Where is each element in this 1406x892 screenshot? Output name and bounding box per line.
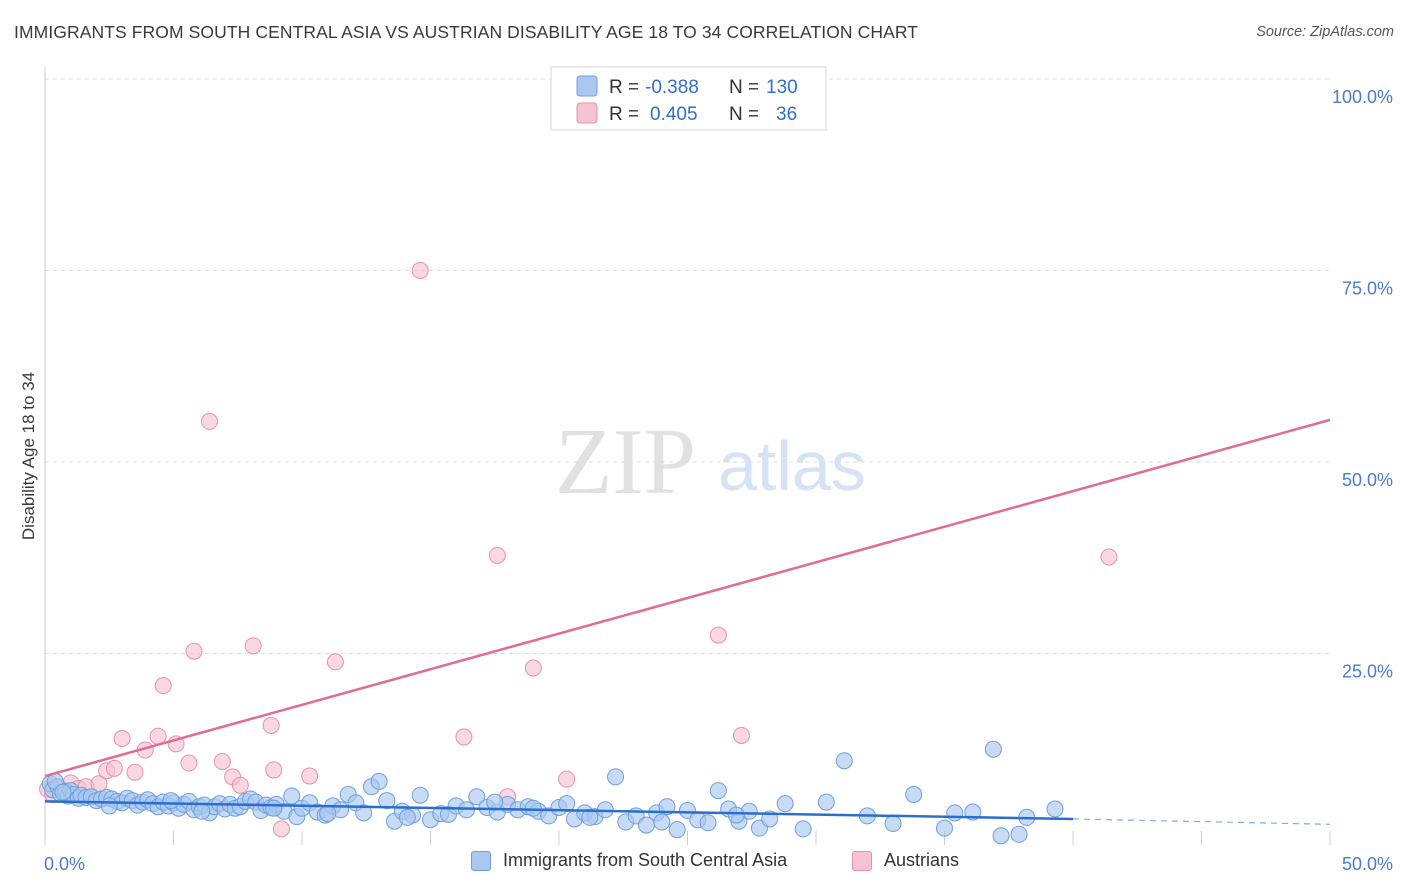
austrians-point	[265, 761, 283, 779]
austrians-point	[301, 767, 319, 785]
y-tick-label-1: 50.0%	[1342, 470, 1393, 490]
source-credit: Source: ZipAtlas.com	[1256, 24, 1394, 40]
chart-title: IMMIGRANTS FROM SOUTH CENTRAL ASIA VS AU…	[14, 22, 919, 42]
south-central-asia-point	[776, 795, 794, 813]
south-central-asia-point	[992, 827, 1010, 845]
south-central-asia-trend-extension	[1072, 818, 1331, 825]
south-central-asia-point	[283, 787, 301, 805]
correlation-legend: R = -0.388 N = 130 R = 0.405 N = 36	[550, 66, 827, 131]
y-tick-label-2: 75.0%	[1342, 279, 1393, 299]
south-central-asia-point	[370, 772, 388, 790]
austrians-point	[154, 677, 172, 695]
austrians-point	[113, 730, 131, 748]
austrians-point	[105, 759, 123, 777]
austrians-point	[213, 753, 231, 771]
south-central-asia-point	[817, 793, 835, 811]
south-central-asia-point	[100, 797, 118, 815]
trend-lines	[44, 418, 1331, 825]
austrians-point	[272, 820, 290, 838]
south-central-asia-point	[727, 806, 745, 824]
austrians-point	[455, 728, 473, 746]
south-central-asia-point	[699, 814, 717, 832]
legend-r-value-1: -0.388	[645, 77, 699, 98]
axes	[44, 67, 1331, 845]
watermark-atlas: atlas	[718, 427, 866, 505]
austrians-point	[149, 727, 167, 745]
south-central-asia-point	[1010, 825, 1028, 843]
legend-n-label-2: N =	[729, 104, 759, 125]
austrians-points	[39, 262, 1118, 838]
bottom-legend-item-south-central-asia[interactable]: Immigrants from South Central Asia	[471, 850, 787, 871]
south-central-asia-point	[607, 768, 625, 786]
south-central-asia-point	[794, 820, 812, 838]
south-central-asia-point	[193, 802, 211, 820]
south-central-asia-point	[355, 804, 373, 822]
south-central-asia-point	[653, 813, 671, 831]
austrians-point	[180, 754, 198, 772]
tick-labels: 25.0% 50.0% 75.0% 100.0% 0.0% 50.0%	[44, 87, 1393, 874]
legend-swatch-pink	[576, 102, 598, 124]
south-central-asia-point	[265, 799, 283, 817]
bottom-legend-label-austrians: Austrians	[884, 850, 960, 870]
south-central-asia-point	[524, 799, 542, 817]
austrians-trend-line	[44, 418, 1331, 778]
south-central-asia-point	[936, 819, 953, 837]
legend-n-label-1: N =	[729, 77, 759, 98]
legend-swatch-blue	[576, 75, 598, 97]
south-central-asia-points	[41, 740, 1064, 845]
south-central-asia-point	[1046, 800, 1064, 818]
south-central-asia-point	[581, 808, 599, 826]
legend-r-value-2: 0.405	[650, 104, 698, 125]
bottom-legend-item-austrians[interactable]: Austrians	[852, 850, 959, 871]
south-central-asia-point	[398, 808, 416, 826]
x-tick-label-min: 0.0%	[44, 854, 85, 874]
south-central-asia-point	[378, 792, 396, 810]
y-tick-label-3: 100.0%	[1332, 87, 1393, 107]
south-central-asia-point	[884, 815, 902, 833]
bottom-legend-label-south-central-asia: Immigrants from South Central Asia	[503, 850, 788, 870]
austrians-point	[558, 770, 576, 788]
austrians-point	[126, 763, 144, 781]
legend-n-value-2: 36	[776, 104, 797, 125]
legend-r-label-2: R =	[609, 104, 639, 125]
austrians-point	[244, 637, 262, 655]
legend-n-value-1: 130	[766, 77, 798, 98]
y-axis-title: Disability Age 18 to 34	[19, 372, 38, 540]
south-central-asia-point	[668, 821, 686, 839]
austrians-point	[709, 626, 727, 644]
gridlines	[45, 78, 1330, 654]
austrians-point	[262, 717, 280, 735]
south-central-asia-point	[468, 788, 486, 806]
austrians-point	[200, 412, 218, 430]
south-central-asia-point	[558, 795, 576, 813]
austrians-point	[231, 776, 249, 794]
y-tick-label-0: 25.0%	[1342, 662, 1393, 682]
south-central-asia-point	[319, 805, 337, 823]
austrians-point	[326, 653, 344, 671]
south-central-asia-point	[162, 792, 180, 810]
bottom-legend: Immigrants from South Central Asia Austr…	[0, 850, 1406, 880]
south-central-asia-point	[709, 782, 727, 800]
south-central-asia-point	[946, 804, 964, 822]
x-tick-label-max: 50.0%	[1342, 854, 1393, 874]
south-central-asia-trend-line	[44, 800, 1074, 821]
austrians-point	[185, 642, 203, 660]
austrians-point	[732, 726, 750, 744]
south-central-asia-point	[835, 752, 853, 770]
south-central-asia-point	[54, 783, 72, 801]
austrians-point	[524, 659, 542, 677]
bottom-legend-swatch-blue	[471, 850, 491, 871]
south-central-asia-point	[984, 740, 1002, 758]
south-central-asia-point	[905, 785, 923, 803]
legend-r-label-1: R =	[609, 77, 639, 98]
austrians-point	[1100, 548, 1118, 566]
austrians-point	[488, 546, 506, 564]
south-central-asia-point	[411, 786, 429, 804]
austrians-point	[411, 262, 429, 279]
bottom-legend-swatch-pink	[852, 850, 872, 871]
